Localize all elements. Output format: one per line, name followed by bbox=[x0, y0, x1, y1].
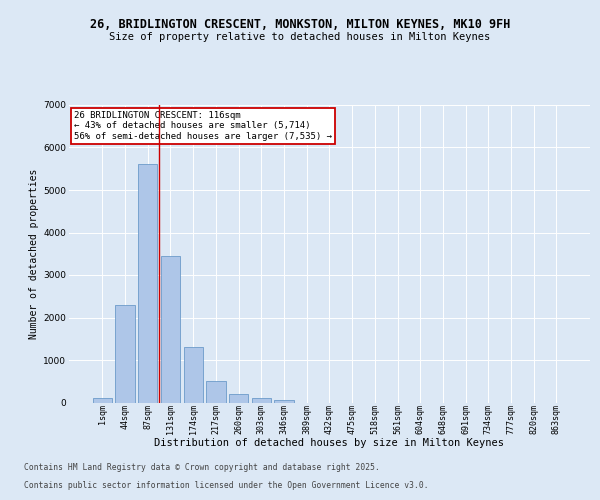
Bar bbox=[115, 304, 134, 402]
Bar bbox=[229, 394, 248, 402]
Bar bbox=[274, 400, 293, 402]
Bar bbox=[92, 398, 112, 402]
X-axis label: Distribution of detached houses by size in Milton Keynes: Distribution of detached houses by size … bbox=[154, 438, 505, 448]
Bar bbox=[161, 256, 180, 402]
Text: Contains public sector information licensed under the Open Government Licence v3: Contains public sector information licen… bbox=[24, 481, 428, 490]
Text: Size of property relative to detached houses in Milton Keynes: Size of property relative to detached ho… bbox=[109, 32, 491, 42]
Bar bbox=[251, 398, 271, 402]
Bar bbox=[206, 381, 226, 402]
Bar bbox=[138, 164, 157, 402]
Text: Contains HM Land Registry data © Crown copyright and database right 2025.: Contains HM Land Registry data © Crown c… bbox=[24, 464, 380, 472]
Text: 26 BRIDLINGTON CRESCENT: 116sqm
← 43% of detached houses are smaller (5,714)
56%: 26 BRIDLINGTON CRESCENT: 116sqm ← 43% of… bbox=[74, 111, 332, 141]
Text: 26, BRIDLINGTON CRESCENT, MONKSTON, MILTON KEYNES, MK10 9FH: 26, BRIDLINGTON CRESCENT, MONKSTON, MILT… bbox=[90, 18, 510, 30]
Bar bbox=[184, 347, 203, 403]
Y-axis label: Number of detached properties: Number of detached properties bbox=[29, 168, 39, 339]
